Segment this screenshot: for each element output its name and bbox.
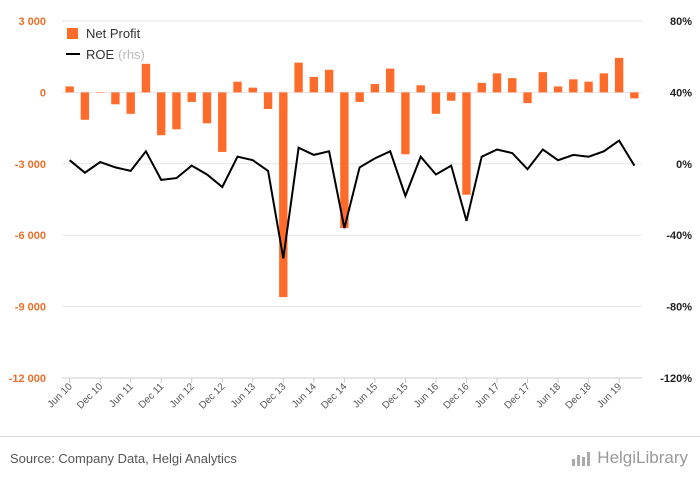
net-profit-bar xyxy=(462,92,471,195)
x-tick-label: Jun 14 xyxy=(290,381,319,410)
net-profit-bar xyxy=(202,92,212,124)
x-tick-label: Dec 11 xyxy=(137,381,167,411)
net-profit-bar xyxy=(477,82,486,93)
x-tick-label: Jun 16 xyxy=(412,381,441,410)
net-profit-bar xyxy=(584,81,593,93)
right-tick-label: -80% xyxy=(666,302,692,314)
left-tick-label: -6 000 xyxy=(15,230,46,242)
net-profit-bar xyxy=(294,62,303,93)
x-tick-label: Jun 10 xyxy=(46,381,75,410)
net-profit-bar xyxy=(218,92,227,152)
source-text: Source: Company Data, Helgi Analytics xyxy=(10,451,237,466)
net-profit-bar xyxy=(447,92,456,101)
x-tick-label: Dec 12 xyxy=(197,381,227,411)
x-tick-label: Jun 18 xyxy=(534,381,563,410)
net-profit-bar xyxy=(157,92,166,136)
net-profit-bar xyxy=(80,92,90,120)
net-profit-bar xyxy=(492,73,502,93)
x-tick-label: Dec 17 xyxy=(502,381,532,411)
x-tick-label: Dec 16 xyxy=(441,381,471,411)
footer: Source: Company Data, Helgi Analytics He… xyxy=(0,436,700,484)
net-profit-bar xyxy=(370,84,380,93)
net-profit-bar xyxy=(309,76,319,93)
roe-line-layer xyxy=(68,139,636,259)
net-profit-bar xyxy=(111,92,120,105)
left-tick-label: 0 xyxy=(40,87,46,99)
net-profit-bar xyxy=(630,92,639,99)
left-tick-label: -12 000 xyxy=(9,373,46,385)
brand-name: HelgiLibrary xyxy=(597,448,688,467)
x-tick-label: Jun 15 xyxy=(351,381,380,410)
x-axis-ticks: Jun 10 Dec 10 Jun 11 Dec 11 Jun 12 Dec 12 Jun … xyxy=(46,378,625,412)
net-profit-bar xyxy=(233,81,242,93)
right-tick-label: -120% xyxy=(660,373,692,385)
net-profit-bar xyxy=(401,92,410,155)
right-axis-ticks: 80% 40% 0% -40% -80% -120% xyxy=(660,16,692,385)
x-tick-label: Jun 12 xyxy=(168,381,197,410)
net-profit-bar xyxy=(599,73,609,93)
net-profit-bar xyxy=(416,85,425,93)
legend-label-roe: ROE (rhs) xyxy=(86,47,145,62)
legend-label-roe-name: ROE xyxy=(86,47,115,62)
net-profit-bar xyxy=(355,92,364,102)
right-tick-label: 40% xyxy=(670,87,692,99)
net-profit-bar xyxy=(126,92,135,114)
net-profit-bar xyxy=(324,69,334,93)
net-profit-bars xyxy=(65,57,639,298)
left-axis-ticks: 3 000 0 -3 000 -6 000 -9 000 -12 000 xyxy=(9,16,46,385)
net-profit-bar xyxy=(614,57,624,93)
net-profit-bar xyxy=(523,92,532,104)
right-tick-label: -40% xyxy=(666,230,692,242)
net-profit-bar xyxy=(538,72,547,93)
left-tick-label: 3 000 xyxy=(18,16,46,28)
bar-chart-icon xyxy=(572,452,591,466)
legend-label-net-profit: Net Profit xyxy=(86,26,141,41)
x-tick-label: Dec 14 xyxy=(319,381,349,411)
legend: Net Profit ROE (rhs) xyxy=(66,26,145,62)
net-profit-bar xyxy=(187,92,196,102)
net-profit-bar xyxy=(65,86,74,93)
net-profit-bar xyxy=(553,86,563,93)
roe-line xyxy=(68,139,636,259)
net-profit-bar xyxy=(279,92,288,298)
legend-swatch-net-profit xyxy=(67,28,78,39)
right-tick-label: 80% xyxy=(670,16,692,28)
net-profit-bar xyxy=(431,92,441,114)
chart: 3 000 0 -3 000 -6 000 -9 000 -12 000 80% 40% 0%… xyxy=(9,16,693,412)
legend-label-roe-suffix: (rhs) xyxy=(118,47,145,62)
net-profit-bar xyxy=(508,78,517,93)
x-tick-label: Jun 17 xyxy=(473,381,502,410)
x-tick-label: Jun 13 xyxy=(229,381,258,410)
x-tick-label: Dec 15 xyxy=(380,381,410,411)
net-profit-bar xyxy=(172,92,181,130)
net-profit-bar xyxy=(95,92,105,93)
right-tick-label: 0% xyxy=(676,159,692,171)
x-tick-label: Dec 18 xyxy=(564,381,594,411)
x-tick-label: Dec 10 xyxy=(75,381,105,411)
net-profit-bar xyxy=(263,92,273,110)
net-profit-bar xyxy=(340,92,349,229)
net-profit-bar xyxy=(248,87,257,93)
x-tick-label: Jun 11 xyxy=(107,381,136,410)
x-tick-label: Jun 19 xyxy=(595,381,624,410)
net-profit-bar xyxy=(385,68,395,93)
brand-logo: HelgiLibrary xyxy=(571,448,688,468)
left-tick-label: -3 000 xyxy=(15,159,46,171)
net-profit-bar xyxy=(569,79,578,93)
x-tick-label: Dec 13 xyxy=(258,381,288,411)
net-profit-bar xyxy=(141,63,151,93)
left-tick-label: -9 000 xyxy=(15,302,46,314)
